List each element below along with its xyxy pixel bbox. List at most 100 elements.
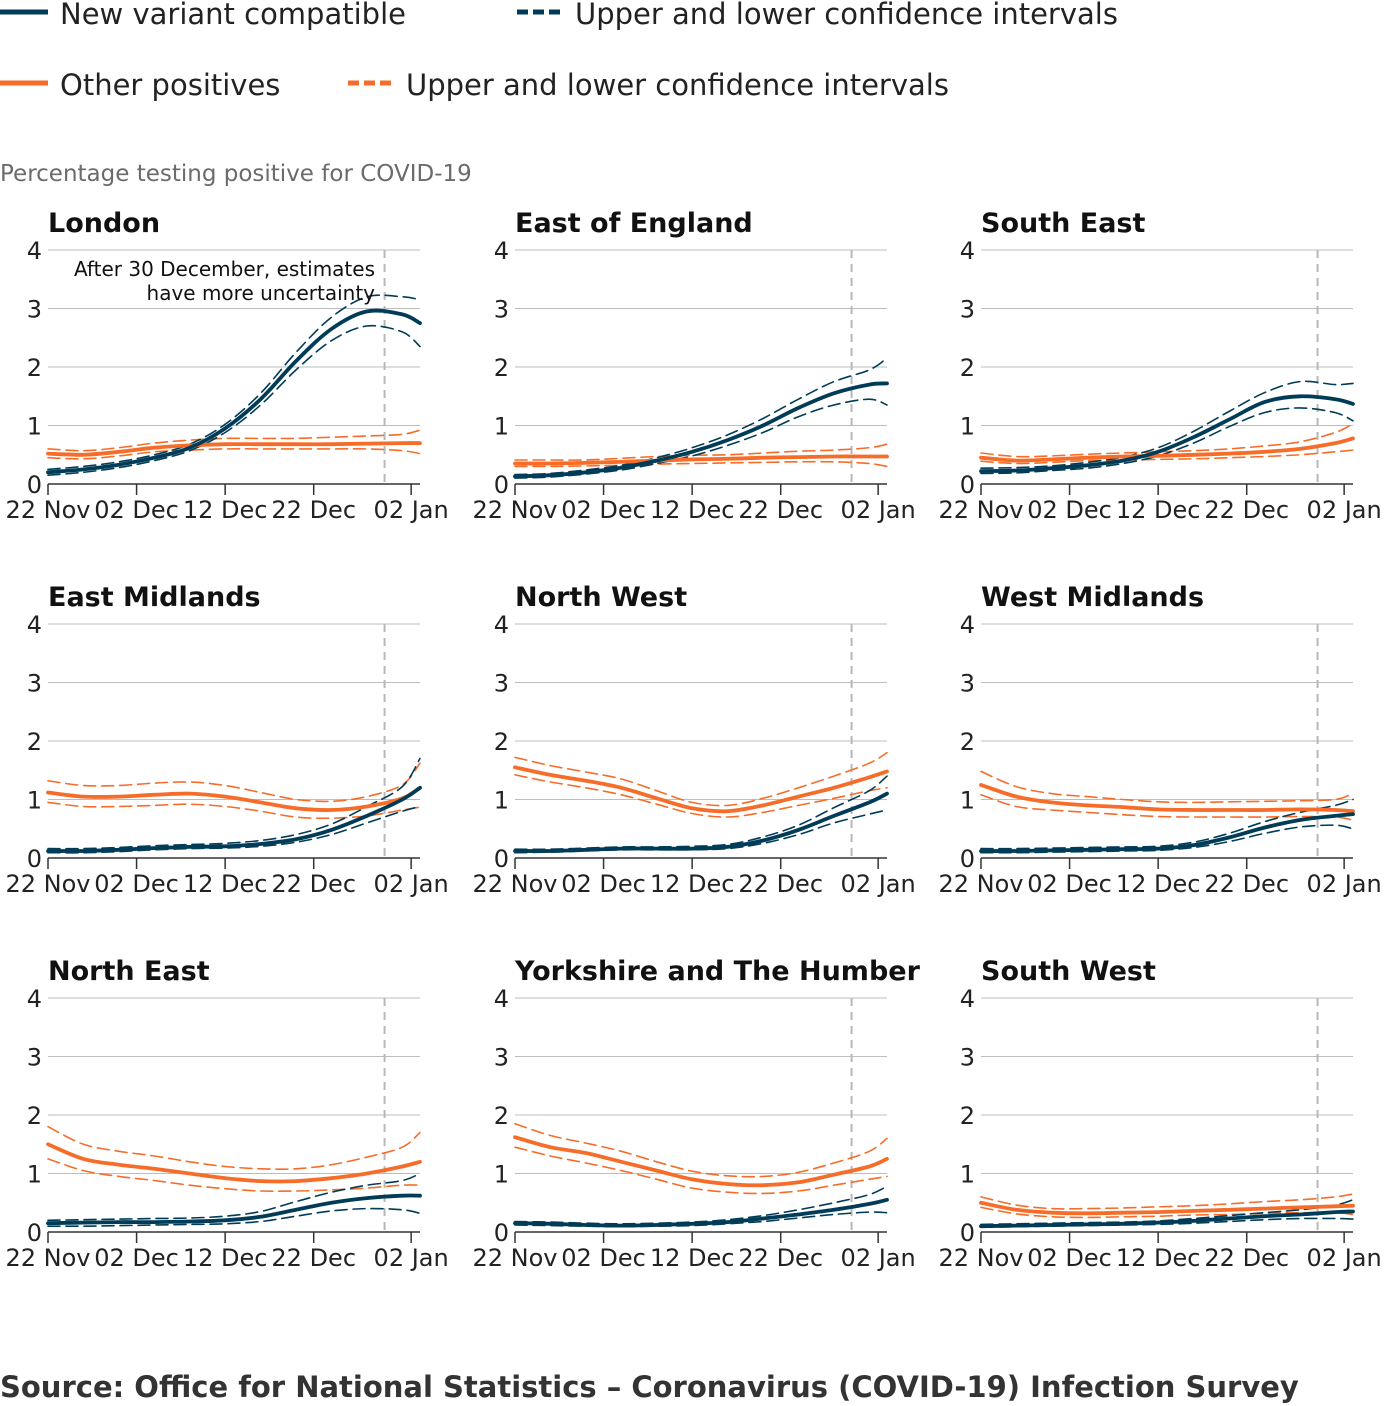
panel-title: North West: [515, 582, 687, 613]
y-tick-label: 0: [960, 471, 975, 499]
x-tick-label: 12 Dec: [650, 496, 735, 524]
y-tick-label: 1: [494, 787, 509, 815]
y-tick-label: 3: [27, 296, 42, 324]
x-tick-label: 22 Nov: [5, 496, 90, 524]
panel-title: East Midlands: [48, 582, 261, 613]
x-tick-label: 02 Dec: [561, 496, 646, 524]
other-positives-line: [46, 785, 422, 812]
new-variant-lower-ci: [47, 805, 421, 854]
other-positives-line: [979, 436, 1355, 463]
new-variant-line: [513, 381, 889, 479]
legend-item-new-variant: New variant compatible: [0, 0, 406, 31]
x-tick-label: 02 Jan: [374, 496, 449, 524]
x-tick-label: 22 Nov: [938, 496, 1023, 524]
new-variant-line: [46, 785, 422, 853]
x-tick-label: 12 Dec: [1116, 496, 1201, 524]
x-tick-label: 22 Nov: [472, 1244, 557, 1272]
y-tick-label: 3: [960, 670, 975, 698]
x-tick-label: 22 Dec: [271, 496, 356, 524]
new-variant-lower-ci: [514, 398, 888, 479]
panel-london: London 0 1 2 3 4 22 Nov 02 Dec 12 Dec 22 Dec 02 Ja…: [5, 208, 448, 524]
x-tick-label: 22 Nov: [472, 496, 557, 524]
new-variant-lower-ci: [514, 809, 888, 854]
other-positives-upper-ci: [980, 1193, 1354, 1210]
y-tick-label: 1: [27, 787, 42, 815]
x-tick-label: 12 Dec: [183, 870, 268, 898]
panel-title: West Midlands: [981, 582, 1204, 613]
x-tick-label: 02 Dec: [94, 496, 179, 524]
x-tick-label: 02 Dec: [561, 870, 646, 898]
new-variant-upper-ci: [514, 357, 888, 476]
panel-south-east: South East 0 1 2 3 4 22 Nov 02 Dec 12 Dec 22 Dec 0…: [938, 208, 1381, 524]
other-positives-lower-ci: [514, 1146, 888, 1195]
y-tick-label: 3: [960, 1044, 975, 1072]
x-tick-label: 12 Dec: [650, 1244, 735, 1272]
new-variant-upper-ci: [47, 294, 421, 471]
x-tick-label: 22 Dec: [738, 1244, 823, 1272]
y-tick-label: 0: [27, 1219, 42, 1247]
y-tick-label: 2: [960, 1102, 975, 1130]
new-variant-upper-ci: [47, 1172, 421, 1222]
x-tick-label: 12 Dec: [1116, 870, 1201, 898]
new-variant-line: [979, 812, 1355, 853]
x-tick-label: 12 Dec: [183, 1244, 268, 1272]
y-tick-label: 2: [27, 354, 42, 382]
other-positives-line: [513, 454, 889, 466]
new-variant-line: [46, 308, 422, 475]
y-tick-label: 4: [494, 611, 509, 639]
x-tick-label: 22 Dec: [738, 870, 823, 898]
x-tick-label: 22 Dec: [738, 496, 823, 524]
x-tick-label: 02 Jan: [1307, 496, 1382, 524]
y-tick-label: 0: [494, 471, 509, 499]
panel-title: Yorkshire and The Humber: [514, 956, 921, 987]
x-tick-label: 02 Jan: [841, 496, 916, 524]
x-tick-label: 02 Jan: [841, 1244, 916, 1272]
x-tick-label: 22 Dec: [271, 1244, 356, 1272]
uncertainty-annotation: After 30 December, estimates: [74, 257, 375, 281]
x-tick-label: 22 Nov: [938, 870, 1023, 898]
x-tick-label: 02 Dec: [561, 1244, 646, 1272]
panel-yorkshire-and-the-humber: Yorkshire and The Humber 0 1 2 3 4 22 Nov 02 De…: [472, 956, 920, 1272]
legend-item-other: Other positives: [0, 68, 280, 102]
other-positives-upper-ci: [514, 751, 888, 807]
panel-east-of-england: East of England 0 1 2 3 4 22 Nov 02 Dec 12 Dec 22…: [472, 208, 915, 524]
panel-east-midlands: East Midlands 0 1 2 3 4 22 Nov 02 Dec 12 Dec 22 D…: [5, 582, 448, 898]
legend: New variant compatible Upper and lower c…: [0, 0, 1118, 102]
y-tick-label: 1: [27, 413, 42, 441]
x-tick-label: 22 Nov: [472, 870, 557, 898]
other-positives-upper-ci: [47, 762, 421, 803]
y-tick-label: 1: [494, 413, 509, 441]
y-tick-label: 0: [494, 1219, 509, 1247]
y-axis-label: Percentage testing positive for COVID-19: [0, 161, 472, 187]
x-tick-label: 02 Jan: [841, 870, 916, 898]
x-tick-label: 22 Dec: [1204, 870, 1289, 898]
new-variant-line: [513, 1197, 889, 1228]
new-variant-lower-ci: [980, 824, 1354, 854]
y-tick-label: 2: [27, 728, 42, 756]
x-tick-label: 02 Jan: [374, 1244, 449, 1272]
new-variant-upper-ci: [514, 775, 888, 851]
x-tick-label: 12 Dec: [650, 870, 735, 898]
y-tick-label: 1: [27, 1161, 42, 1189]
y-tick-label: 0: [494, 845, 509, 873]
y-tick-label: 2: [494, 1102, 509, 1130]
legend-label-other-ci: Upper and lower confidence intervals: [406, 68, 949, 102]
y-tick-label: 2: [494, 728, 509, 756]
x-tick-label: 02 Dec: [94, 1244, 179, 1272]
new-variant-lower-ci: [47, 324, 421, 476]
other-positives-line: [979, 783, 1355, 814]
y-tick-label: 3: [494, 296, 509, 324]
x-tick-label: 12 Dec: [1116, 1244, 1201, 1272]
y-tick-label: 1: [960, 787, 975, 815]
other-positives-line: [46, 441, 422, 457]
legend-label-new-variant-ci: Upper and lower confidence intervals: [575, 0, 1118, 31]
panel-north-west: North West 0 1 2 3 4 22 Nov 02 Dec 12 Dec 22 Dec 0…: [472, 582, 915, 898]
panel-west-midlands: West Midlands 0 1 2 3 4 22 Nov 02 Dec 12 Dec 22 D…: [938, 582, 1381, 898]
new-variant-lower-ci: [980, 407, 1354, 475]
other-positives-line: [513, 1135, 889, 1188]
y-tick-label: 4: [27, 611, 42, 639]
y-tick-label: 2: [27, 1102, 42, 1130]
x-tick-label: 22 Nov: [5, 870, 90, 898]
other-positives-lower-ci: [514, 774, 888, 818]
